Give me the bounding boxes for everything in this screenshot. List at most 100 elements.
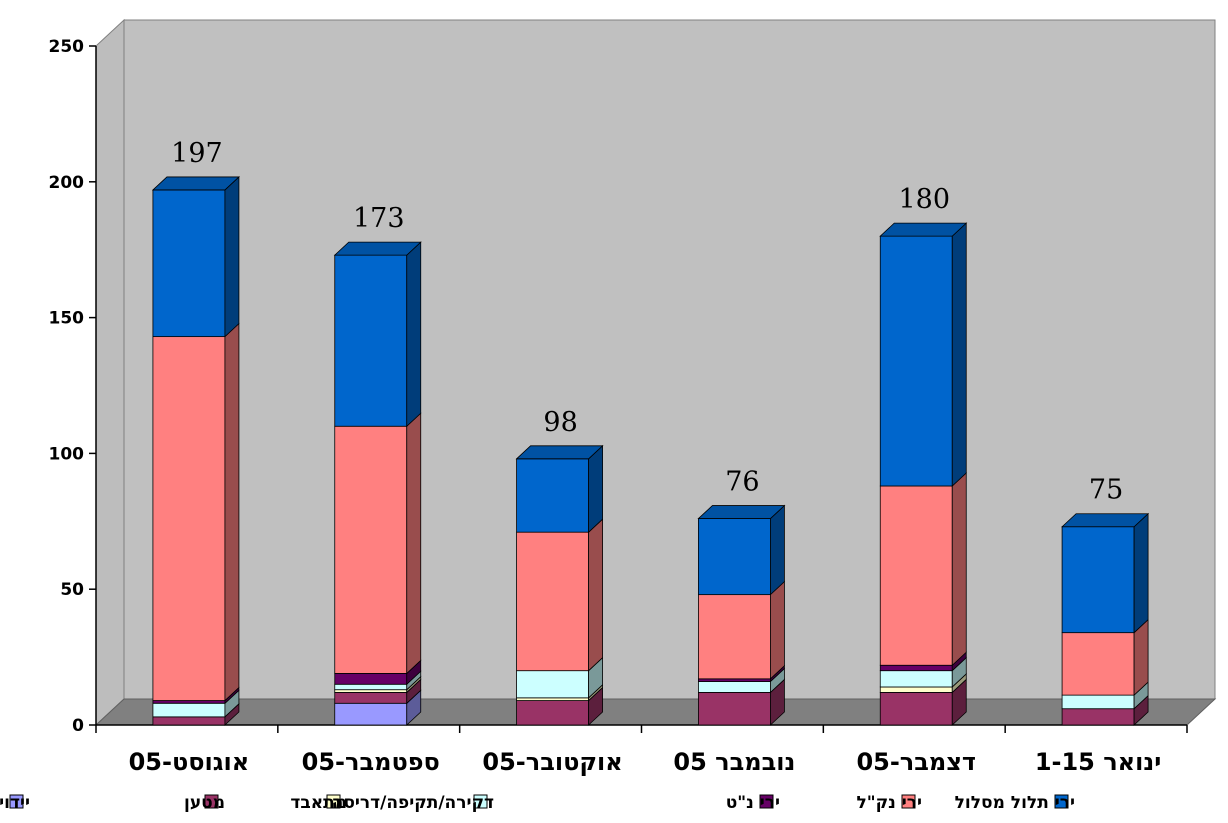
legend-swatch — [9, 794, 24, 809]
bar-segment — [516, 697, 589, 701]
floor — [94, 698, 1217, 726]
legend-swatch — [204, 794, 219, 809]
legend-label: ירי נ"ט — [726, 793, 780, 813]
chart-walls — [94, 18, 1217, 727]
total-label: 76 — [725, 467, 759, 498]
legend-item: ירי נ"ט — [726, 793, 780, 813]
bar-segment — [1061, 526, 1135, 634]
legend-label: מתאבד — [290, 793, 347, 813]
bar-segment — [1061, 708, 1135, 726]
bar-segment — [879, 235, 953, 487]
legend-swatch — [1054, 794, 1069, 809]
bar-segment — [879, 692, 953, 726]
bar-segment — [1061, 694, 1135, 710]
total-labels: 197 173 98 76 180 75 — [171, 138, 1123, 506]
bar-segment — [516, 670, 589, 699]
bar-segment-side — [406, 412, 422, 675]
legend-item: ירי תלול מסלול — [955, 793, 1075, 813]
bar-segment — [698, 678, 771, 682]
bar-segment — [334, 672, 408, 685]
bar-segment-side — [588, 518, 603, 672]
left-wall — [95, 18, 125, 727]
category-label: אוגוסט-05 — [129, 748, 250, 776]
bar-segment — [334, 692, 408, 704]
y-tick-label: 200 — [49, 173, 85, 193]
chart-axes: 0 50 100 150 200 250 — [49, 37, 1188, 736]
bar-stack — [515, 444, 604, 726]
total-label: 180 — [898, 184, 950, 215]
legend-swatch — [473, 794, 488, 809]
category-label: דצמבר-05 — [856, 748, 976, 776]
legend-label: מטען — [184, 793, 225, 813]
bar-segment-side — [951, 222, 967, 487]
bar-segment — [334, 702, 408, 726]
bar-segment-side — [406, 241, 422, 428]
bar-segment-side — [224, 322, 240, 702]
bar-segment-side — [770, 580, 785, 680]
bar-segment — [698, 518, 771, 596]
bar-segment — [152, 189, 226, 338]
bar-segment — [152, 336, 226, 701]
bar-top — [1061, 513, 1150, 528]
bar-stack — [1061, 512, 1150, 726]
bar-segment — [152, 716, 226, 726]
bar-segment-side — [770, 504, 785, 596]
bar-segment-side — [588, 444, 603, 534]
category-label: אוקטובר-05 — [482, 748, 622, 776]
bar-segment-side — [951, 472, 967, 667]
category-label: ספטמבר-05 — [302, 748, 440, 776]
y-tick-label: 150 — [49, 309, 85, 329]
bar-segment — [698, 681, 771, 693]
legend-swatch — [901, 794, 916, 809]
bar-top — [697, 505, 786, 519]
total-label: 173 — [353, 203, 405, 234]
bar-segment — [698, 594, 771, 680]
bar-segment — [879, 670, 953, 688]
bar-segment-side — [1133, 512, 1149, 634]
legend-label: ירי תלול מסלול — [955, 793, 1075, 813]
legend-item: יידוי רימונים — [0, 793, 30, 813]
legend-swatch — [759, 794, 774, 809]
bar-top — [333, 241, 422, 256]
category-label: ינואר 1-15 — [1035, 748, 1162, 776]
legend-item: ירי נק"ל — [856, 793, 922, 813]
legend-label: ירי נק"ל — [856, 793, 922, 813]
total-label: 197 — [171, 138, 223, 169]
bar-segment — [334, 683, 408, 691]
legend-swatch — [326, 794, 341, 809]
bar-segment — [516, 531, 589, 672]
category-label: נובמבר 05 — [673, 748, 795, 776]
bar-segment — [152, 702, 226, 718]
bar-top — [151, 176, 240, 191]
bar-top — [515, 445, 604, 460]
y-tick-label: 50 — [60, 580, 84, 600]
bar-segment — [1061, 632, 1135, 696]
bar-segment — [879, 686, 953, 693]
y-tick-label: 100 — [49, 444, 85, 464]
bar-segment — [516, 700, 589, 726]
back-wall — [123, 19, 1216, 700]
y-tick-label: 250 — [49, 37, 85, 57]
bar-stack — [151, 176, 240, 726]
legend-item: דקירה/תקיפה/דריסה — [332, 793, 494, 813]
category-labels: אוגוסט-05 ספטמבר-05 אוקטובר-05 נובמבר 05 דצמ… — [129, 748, 1162, 776]
bar-stack — [697, 504, 786, 726]
bar-top — [879, 222, 968, 237]
bar-segment — [698, 692, 771, 726]
bar-segment-side — [224, 176, 240, 338]
legend-item: מטען — [184, 793, 225, 813]
bar-segment — [879, 664, 953, 672]
bar-stack — [333, 241, 422, 726]
bar-segment — [879, 485, 953, 666]
bar-series — [151, 176, 1150, 726]
bar-segment — [334, 254, 408, 427]
legend-item: מתאבד — [290, 793, 347, 813]
bar-segment — [334, 689, 408, 693]
bar-segment — [334, 425, 408, 674]
y-tick-label: 0 — [72, 716, 84, 736]
legend-label: יידוי רימונים — [0, 793, 30, 813]
bar-stack — [879, 222, 968, 726]
bar-segment — [152, 700, 226, 704]
